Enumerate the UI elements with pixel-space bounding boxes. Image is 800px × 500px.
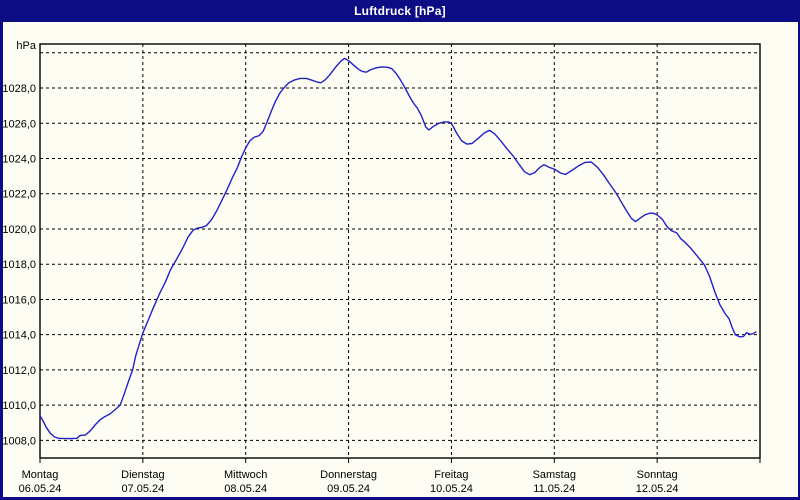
y-axis-tick-label: 1020,0 bbox=[2, 224, 36, 236]
x-axis-day-label: Montag bbox=[22, 469, 59, 481]
y-axis-tick-label: 1022,0 bbox=[2, 189, 36, 201]
y-axis-tick-label: 1010,0 bbox=[2, 400, 36, 412]
y-axis-tick-label: 1014,0 bbox=[2, 330, 36, 342]
y-axis-tick-label: 1026,0 bbox=[2, 118, 36, 130]
y-axis-tick-label: 1016,0 bbox=[2, 294, 36, 306]
y-axis-unit-label: hPa bbox=[16, 40, 36, 52]
y-axis-tick-label: 1024,0 bbox=[2, 154, 36, 166]
x-axis-date-label: 11.05.24 bbox=[533, 483, 575, 495]
x-axis-date-label: 12.05.24 bbox=[636, 483, 679, 495]
x-axis-date-label: 10.05.24 bbox=[430, 483, 473, 495]
x-axis-date-label: 08.05.24 bbox=[224, 483, 267, 495]
x-axis-date-label: 09.05.24 bbox=[327, 483, 370, 495]
window-titlebar[interactable]: Luftdruck [hPa] bbox=[3, 0, 798, 22]
x-axis-day-label: Freitag bbox=[434, 469, 468, 481]
x-axis-day-label: Dienstag bbox=[121, 469, 164, 481]
x-axis-day-label: Donnerstag bbox=[320, 469, 377, 481]
pressure-series-line bbox=[39, 57, 757, 440]
chart-area: 1008,0 1010,0 1012,0 1014,0 1016,0 1018,0 1020… bbox=[2, 22, 798, 497]
y-axis-tick-label: 1008,0 bbox=[2, 435, 36, 447]
x-axis-date-label: 07.05.24 bbox=[121, 483, 164, 495]
x-axis-day-label: Mittwoch bbox=[224, 469, 267, 481]
y-axis-tick-label: 1012,0 bbox=[2, 365, 36, 377]
x-axis-date-label: 06.05.24 bbox=[19, 483, 62, 495]
y-axis-tick-label: 1028,0 bbox=[2, 83, 36, 95]
y-axis-tick-label: 1018,0 bbox=[2, 259, 36, 271]
pressure-line-chart: 1008,0 1010,0 1012,0 1014,0 1016,0 1018,0 1020… bbox=[2, 40, 761, 495]
x-axis-day-label: Samstag bbox=[533, 469, 576, 481]
x-axis-day-label: Sonntag bbox=[637, 469, 678, 481]
plot-border bbox=[39, 43, 761, 459]
window-title: Luftdruck [hPa] bbox=[354, 4, 446, 18]
